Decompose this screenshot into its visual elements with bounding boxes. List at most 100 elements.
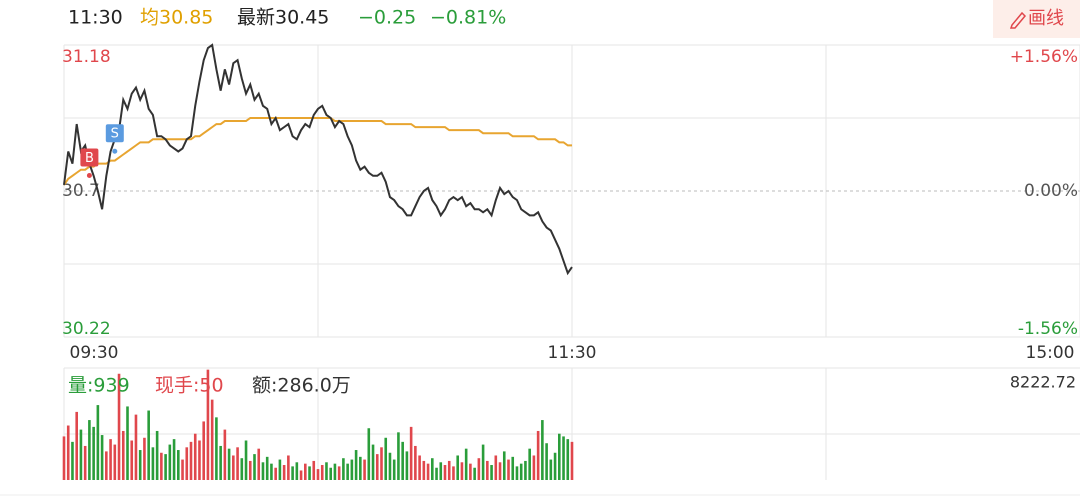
x-tick-label: 11:30	[548, 343, 597, 363]
volume-bar	[431, 458, 434, 480]
volume-bar	[464, 448, 468, 480]
volume-bar	[88, 420, 91, 480]
volume-bar	[274, 467, 277, 480]
volume-bar	[422, 460, 426, 480]
volume-bar	[75, 411, 78, 480]
volume-bar	[498, 462, 502, 480]
volume-bar	[130, 440, 134, 480]
volume-bar	[66, 425, 70, 480]
avg-price: 均30.85	[140, 7, 213, 29]
amount-label: 额:286.0万	[252, 375, 351, 397]
marker-badge	[80, 148, 99, 167]
volume-bar	[219, 445, 222, 480]
volume-bar	[532, 455, 536, 480]
volume-bar	[100, 435, 104, 480]
volume-bar	[248, 460, 252, 480]
volume-bar	[515, 466, 519, 480]
volume-bar	[189, 441, 193, 480]
volume-bar	[147, 410, 150, 480]
volume-label: 量:939	[68, 375, 130, 397]
volume-bar	[558, 433, 561, 480]
marker-label: B	[85, 151, 94, 166]
volume-bar	[460, 462, 464, 480]
volume-bar	[227, 448, 231, 480]
volume-bar	[96, 405, 100, 480]
x-tick-label: 15:00	[1026, 343, 1075, 363]
volume-bar	[278, 459, 282, 480]
volume-bar	[388, 452, 392, 480]
volume-bar	[519, 463, 523, 480]
volume-bar	[215, 417, 218, 480]
volume-bar	[172, 439, 176, 480]
y-tick-label: 30.22	[62, 319, 111, 339]
y-tick-label: 31.18	[62, 47, 111, 67]
button-bg	[993, 0, 1080, 38]
button-label: 画线	[1028, 8, 1064, 29]
volume-bar	[282, 465, 286, 480]
volume-bar	[79, 429, 83, 480]
volume-bar	[414, 445, 417, 480]
volume-bar	[308, 466, 311, 480]
volume-bar	[359, 456, 362, 480]
volume-bar	[121, 430, 125, 480]
volume-bar	[202, 421, 205, 480]
volume-bar	[299, 470, 303, 480]
volume-bar	[545, 443, 548, 480]
volume-bar	[151, 447, 155, 480]
y2-tick-label: +1.56%	[1010, 47, 1078, 67]
y2-tick-label: 0.00%	[1024, 181, 1078, 201]
y-tick-label: 30.7	[62, 181, 100, 201]
volume-bar	[397, 432, 400, 480]
volume-bar	[570, 441, 574, 480]
volume-bar	[126, 406, 129, 480]
volume-bar	[566, 439, 570, 480]
volume-bar	[375, 454, 379, 480]
marker-dot	[112, 148, 118, 154]
volume-bar	[371, 444, 375, 480]
volume-bar	[265, 456, 269, 480]
volume-bar	[401, 441, 404, 480]
volume-bar	[287, 455, 290, 480]
volume-bar	[160, 452, 163, 480]
series-line	[63, 117, 572, 186]
volume-bar	[439, 462, 443, 480]
hand-label: 现手:50	[155, 375, 224, 397]
volume-bar	[524, 460, 527, 480]
volume-bar	[164, 454, 167, 480]
volume-bar	[486, 460, 489, 480]
volume-bar	[342, 458, 345, 480]
volume-bar	[193, 433, 197, 480]
volume-bar	[168, 444, 172, 480]
y2-tick-label: -1.56%	[1018, 319, 1078, 339]
volume-bar	[553, 452, 557, 480]
volume-bar	[270, 463, 273, 480]
volume-bar	[443, 465, 447, 480]
volume-bar	[541, 420, 544, 480]
volume-bar	[426, 463, 430, 480]
volume-bar	[452, 466, 455, 480]
volume-bar	[117, 373, 121, 480]
volume-bar	[320, 465, 324, 480]
volume-bar	[329, 467, 332, 480]
volume-bar	[257, 448, 261, 480]
volume-bar	[261, 462, 265, 480]
volume-bar	[507, 459, 510, 480]
volume-bar	[380, 447, 383, 480]
volume-bar	[405, 451, 409, 480]
draw-button[interactable]: 画线	[993, 0, 1080, 38]
volume-bar	[109, 439, 112, 480]
change: −0.25	[358, 7, 416, 29]
time: 11:30	[68, 7, 123, 29]
marker-dot	[86, 173, 92, 179]
volume-bar	[384, 437, 388, 480]
volume-bar	[494, 455, 498, 480]
volume-bar	[181, 459, 184, 480]
volume-bar	[469, 463, 472, 480]
volume-bar	[490, 465, 493, 480]
volume-bar	[177, 450, 180, 480]
volume-bar	[92, 426, 95, 480]
volume-bar	[83, 445, 87, 480]
volume-bar	[155, 430, 159, 480]
volume-bar	[295, 462, 299, 480]
